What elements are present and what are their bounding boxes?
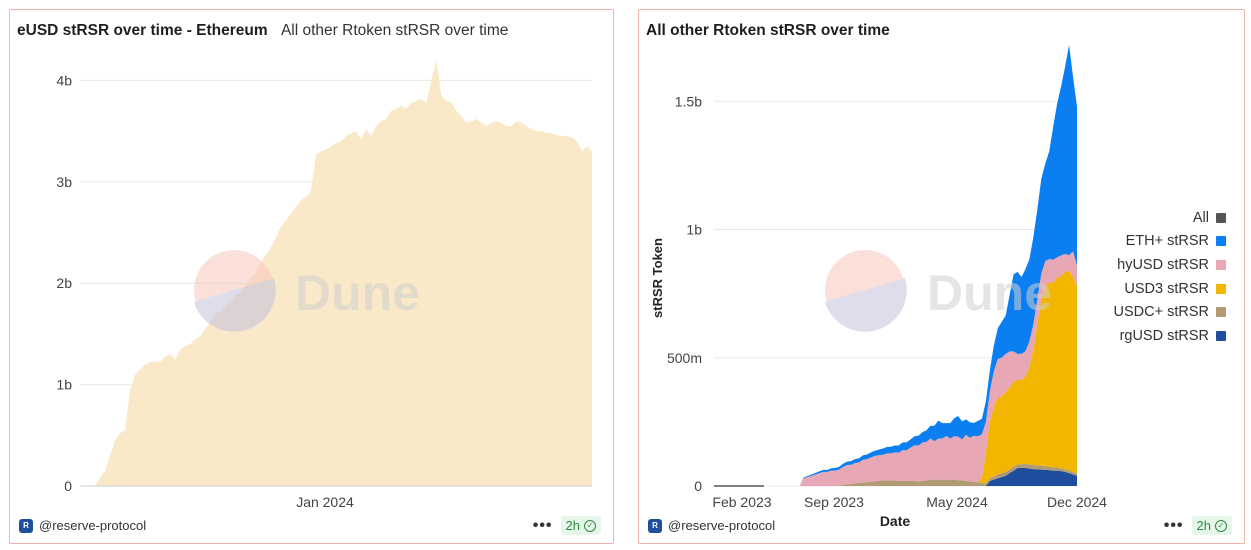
dune-watermark: Dune	[194, 250, 420, 332]
legend-swatch	[1216, 283, 1226, 294]
legend-label: USDC+ stRSR	[1113, 304, 1209, 321]
legend-label: USD3 stRSR	[1124, 280, 1209, 297]
dune-logo-shade	[194, 278, 276, 332]
area-series-eusd	[95, 60, 592, 487]
x-tick-label: Feb 2023	[712, 494, 771, 510]
dune-watermark-text: Dune	[295, 265, 420, 321]
refresh-status-badge[interactable]: 2h ✓	[1191, 516, 1232, 535]
refresh-time: 2h	[565, 518, 580, 533]
author-name: @reserve-protocol	[668, 518, 776, 533]
legend-swatch	[1216, 330, 1226, 341]
chart-panel-eusd: eUSD stRSR over time - Ethereum All othe…	[9, 9, 614, 544]
y-tick-label: 1b	[686, 222, 702, 238]
legend-swatch	[1216, 212, 1226, 223]
legend-swatch	[1216, 307, 1226, 318]
legend-label: All	[1192, 209, 1209, 226]
check-circle-icon: ✓	[1215, 519, 1227, 532]
author-link[interactable]: R @reserve-protocol	[19, 518, 146, 533]
y-tick-label: 0	[64, 478, 72, 494]
chart-subtitle-link[interactable]: All other Rtoken stRSR over time	[280, 22, 509, 39]
refresh-time: 2h	[1196, 518, 1211, 533]
x-tick-label: Jan 2024	[296, 494, 354, 510]
area-series-hyusd-strsr	[764, 251, 1077, 486]
more-options-button[interactable]: •••	[532, 516, 553, 534]
legend-item[interactable]: USDC+ stRSR	[1114, 300, 1226, 324]
y-tick-label: 500m	[667, 350, 702, 366]
chart-title: eUSD stRSR over time - Ethereum	[17, 22, 268, 39]
legend-label: rgUSD stRSR	[1119, 327, 1209, 344]
author-name: @reserve-protocol	[39, 518, 147, 533]
avatar: R	[19, 518, 33, 533]
y-tick-label: 3b	[56, 174, 72, 190]
legend-item[interactable]: All	[1114, 206, 1226, 230]
dune-watermark-text: Dune	[927, 265, 1052, 321]
legend-swatch	[1216, 259, 1226, 270]
chart-legend: All ETH+ stRSR hyUSD stRSR USD3 stRSR USDC+ …	[1114, 206, 1226, 348]
chart-title-row: eUSD stRSR over time - Ethereum All othe…	[17, 22, 508, 40]
legend-item[interactable]: ETH+ stRSR	[1114, 230, 1226, 254]
legend-item[interactable]: USD3 stRSR	[1114, 277, 1226, 301]
x-axis-label: Date	[880, 513, 911, 529]
avatar: R	[648, 518, 662, 533]
y-tick-label: 1b	[56, 377, 72, 393]
dune-logo-shade	[825, 278, 907, 332]
y-axis-label: stRSR Token	[650, 238, 665, 318]
legend-swatch	[1216, 236, 1226, 247]
y-tick-label: 2b	[56, 275, 72, 291]
footer-actions: ••• 2h ✓	[533, 516, 601, 535]
dune-watermark: Dune	[825, 250, 1052, 332]
area-series-rgusd-strsr	[764, 468, 1077, 486]
legend-item[interactable]: rgUSD stRSR	[1114, 324, 1226, 348]
more-options-button[interactable]: •••	[1163, 516, 1184, 534]
author-link[interactable]: R @reserve-protocol	[648, 518, 775, 533]
legend-label: hyUSD stRSR	[1117, 256, 1209, 273]
y-tick-label: 0	[694, 478, 702, 494]
refresh-status-badge[interactable]: 2h ✓	[560, 516, 601, 535]
legend-item[interactable]: hyUSD stRSR	[1114, 253, 1226, 277]
footer-actions: ••• 2h ✓	[1164, 516, 1232, 535]
eusd-area-chart: 0 1b 2b 3b 4b Jan 2024 Dune	[56, 60, 592, 510]
x-tick-label: Dec 2024	[1047, 494, 1107, 510]
area-series-usd3-strsr	[764, 270, 1077, 486]
rtoken-stacked-area-chart: 0 500m 1b 1.5b Feb 2023 Sep 2023 May 2024 Dec 2…	[650, 44, 1107, 529]
x-tick-label: May 2024	[926, 494, 988, 510]
chart-title-row: All other Rtoken stRSR over time	[646, 22, 890, 40]
check-circle-icon: ✓	[584, 519, 596, 532]
legend-label: ETH+ stRSR	[1125, 233, 1209, 250]
chart-panel-rtokens: All other Rtoken stRSR over time 0 500m 1b…	[638, 9, 1245, 544]
x-tick-label: Sep 2023	[804, 494, 864, 510]
chart-title: All other Rtoken stRSR over time	[646, 22, 890, 39]
y-tick-label: 4b	[56, 72, 72, 88]
y-tick-label: 1.5b	[675, 93, 702, 109]
area-series-usdc-strsr	[764, 463, 1077, 486]
